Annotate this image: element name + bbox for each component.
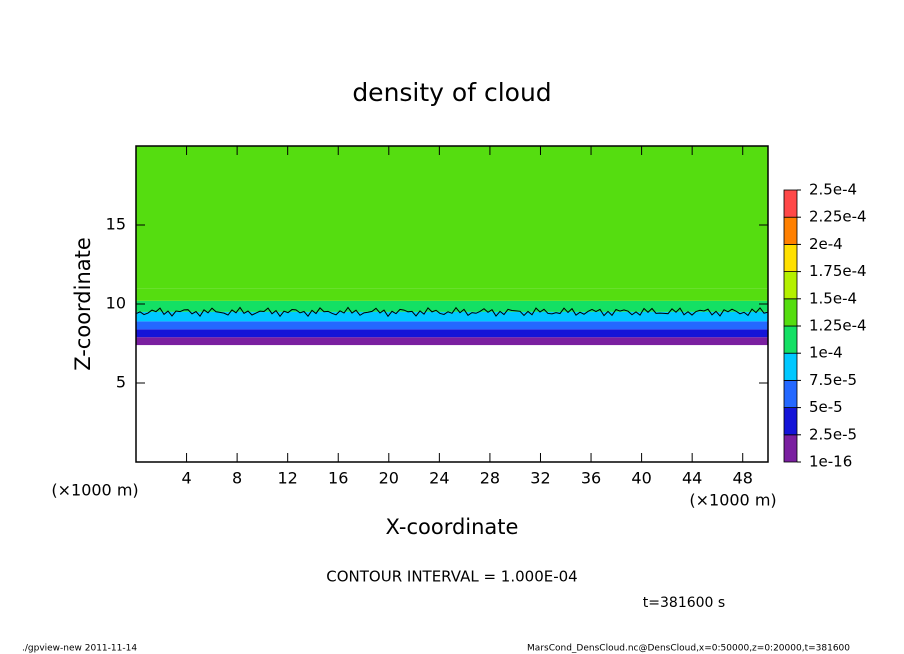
- footer-right: MarsCond_DensCloud.nc@DensCloud,x=0:5000…: [527, 644, 850, 654]
- colorbar-label: 2.5e-4: [809, 181, 857, 199]
- colorbar-label: 7.5e-5: [809, 371, 857, 389]
- contour-line: [135, 306, 769, 318]
- field-band: [136, 311, 768, 322]
- x-tick-label: 20: [379, 469, 399, 488]
- x-axis-label: X-coordinate: [386, 515, 519, 539]
- footer-left: ./gpview-new 2011-11-14: [22, 644, 137, 654]
- x-tick-label: 12: [278, 469, 298, 488]
- y-tick-label: 10: [106, 294, 126, 313]
- y-axis-label: Z-coordinate: [71, 237, 95, 371]
- x-tick-label: 28: [480, 469, 500, 488]
- colorbar-label: 5e-5: [809, 398, 843, 416]
- y-tick-label: 15: [106, 215, 126, 234]
- x-tick-label: 8: [232, 469, 242, 488]
- x-tick-label: 48: [733, 469, 753, 488]
- colorbar-box: [783, 352, 798, 381]
- colorbar-box: [783, 189, 798, 218]
- colorbar-label: 1e-16: [809, 453, 852, 471]
- colorbar-label: 1e-4: [809, 344, 843, 362]
- x-tick-label: 36: [581, 469, 601, 488]
- colorbar-box: [783, 298, 798, 327]
- field-band: [136, 288, 768, 301]
- time-label: t=381600 s: [643, 595, 725, 611]
- field-band: [136, 321, 768, 330]
- field-band: [136, 337, 768, 346]
- contour-interval: CONTOUR INTERVAL = 1.000E-04: [326, 568, 577, 586]
- x-unit-label: (×1000 m): [689, 491, 776, 510]
- colorbar-box: [783, 243, 798, 272]
- x-tick-label: 24: [429, 469, 449, 488]
- field-band: [136, 300, 768, 312]
- chart-title: density of cloud: [352, 78, 551, 107]
- colorbar-label: 2.5e-5: [809, 425, 857, 443]
- colorbar-label: 2e-4: [809, 235, 843, 253]
- y-unit-label: (×1000 m): [51, 481, 138, 500]
- field-band: [136, 146, 768, 289]
- y-tick-label: 5: [116, 373, 126, 392]
- colorbar-label: 2.25e-4: [809, 208, 867, 226]
- colorbar-box: [783, 216, 798, 245]
- colorbar-box: [783, 434, 798, 463]
- x-tick-label: 16: [328, 469, 348, 488]
- colorbar-label: 1.75e-4: [809, 262, 867, 280]
- colorbar-box: [783, 407, 798, 436]
- colorbar-box: [783, 325, 798, 354]
- field-band: [136, 329, 768, 338]
- colorbar-box: [783, 379, 798, 408]
- x-tick-label: 40: [631, 469, 651, 488]
- x-tick-label: 4: [181, 469, 191, 488]
- colorbar-box: [783, 271, 798, 300]
- colorbar-label: 1.5e-4: [809, 289, 857, 307]
- x-tick-label: 32: [530, 469, 550, 488]
- colorbar-label: 1.25e-4: [809, 317, 867, 335]
- x-tick-label: 44: [682, 469, 702, 488]
